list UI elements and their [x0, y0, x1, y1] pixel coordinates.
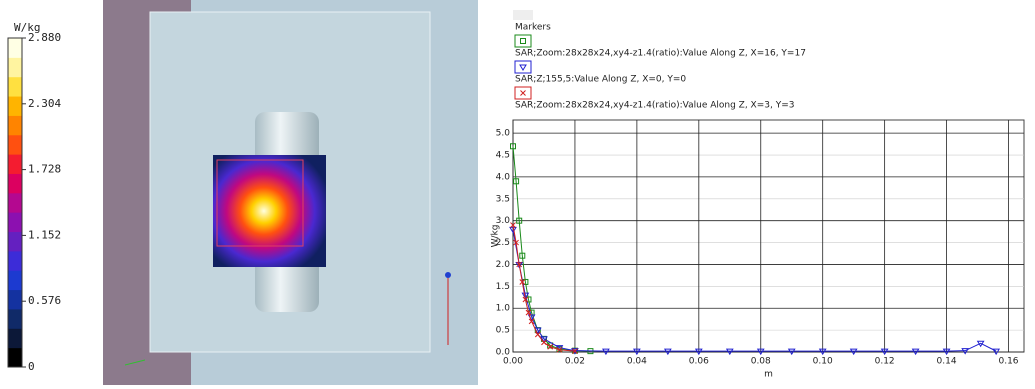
- color-band: [8, 193, 22, 213]
- x-tick-label: 0.00: [503, 357, 523, 367]
- color-band: [8, 270, 22, 290]
- y-tick-label: 0.5: [496, 326, 510, 336]
- legend-swatch: [515, 61, 531, 73]
- color-band: [8, 57, 22, 77]
- x-tick-label: 0.10: [813, 357, 833, 367]
- legend-swatch: [515, 35, 531, 47]
- color-band: [8, 77, 22, 97]
- x-axis-label: m: [764, 370, 773, 380]
- x-tick-label: 0.16: [998, 357, 1018, 367]
- y-tick-label: 5.0: [496, 129, 511, 139]
- color-band: [8, 309, 22, 329]
- y-tick-label: 1.0: [496, 304, 511, 314]
- color-band: [8, 135, 22, 155]
- y-tick-label: 3.5: [496, 194, 510, 204]
- tick-label: 1.728: [28, 163, 61, 176]
- tick-label: 0: [28, 360, 35, 373]
- tick-label: 2.304: [28, 97, 61, 110]
- legend-entry: SAR;Zoom:28x28x24,xy4-z1.4(ratio):Value …: [515, 49, 806, 59]
- y-tick-label: 4.5: [496, 151, 510, 161]
- scene-view: [103, 0, 478, 385]
- color-band: [8, 38, 22, 58]
- legend-title: Markers: [515, 23, 551, 33]
- y-tick-label: 1.5: [496, 282, 510, 292]
- legend-entry: SAR;Z;155,5:Value Along Z, X=0, Y=0: [515, 75, 686, 85]
- color-band: [8, 328, 22, 348]
- color-band: [8, 173, 22, 193]
- x-tick-label: 0.06: [689, 357, 709, 367]
- screen: W/kg00.5761.1521.7282.3042.880 0.00.51.0…: [0, 0, 1035, 385]
- color-band: [8, 96, 22, 116]
- legend-entry: SAR;Zoom:28x28x24,xy4-z1.4(ratio):Value …: [515, 101, 794, 111]
- x-tick-label: 0.08: [751, 357, 771, 367]
- y-tick-label: 4.0: [496, 172, 511, 182]
- color-band: [8, 348, 22, 368]
- color-band: [8, 154, 22, 174]
- x-tick-label: 0.02: [565, 357, 585, 367]
- color-band: [8, 251, 22, 271]
- color-band: [8, 290, 22, 310]
- x-tick-label: 0.14: [937, 357, 957, 367]
- tick-label: 2.880: [28, 31, 61, 44]
- y-axis-label: W/kg: [491, 225, 501, 248]
- color-band: [8, 212, 22, 232]
- tick-label: 1.152: [28, 228, 61, 241]
- y-tick-label: 2.0: [496, 260, 511, 270]
- x-tick-label: 0.04: [627, 357, 647, 367]
- legend-header: [513, 10, 533, 20]
- axis-origin: [445, 272, 451, 278]
- color-band: [8, 115, 22, 135]
- sar-map: [213, 155, 326, 267]
- x-tick-label: 0.12: [875, 357, 895, 367]
- tick-label: 0.576: [28, 294, 61, 307]
- color-band: [8, 232, 22, 252]
